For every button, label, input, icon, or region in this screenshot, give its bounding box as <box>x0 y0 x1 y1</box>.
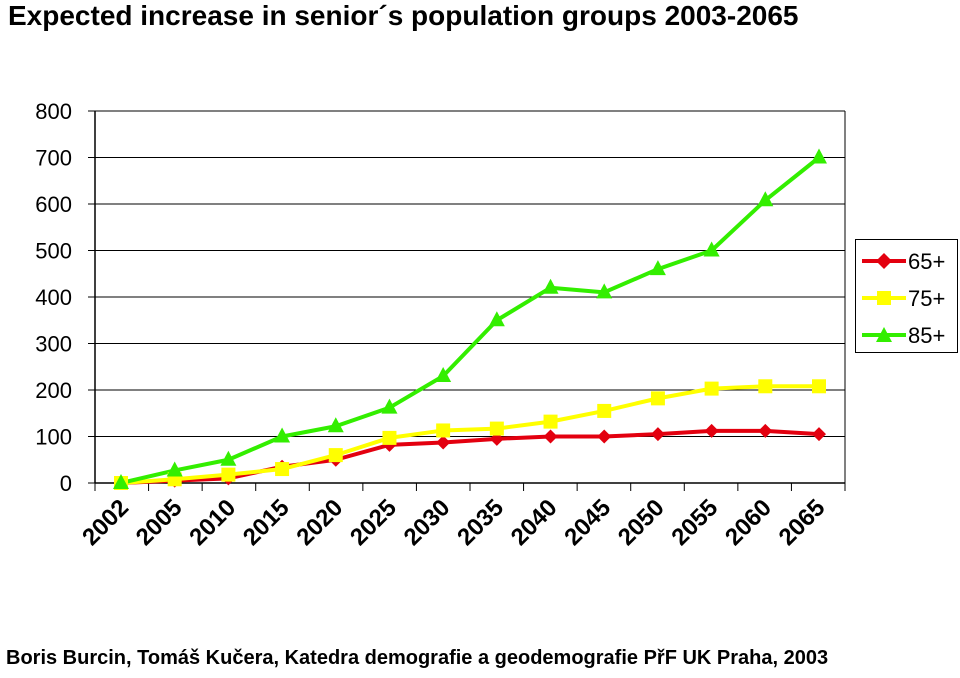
footer-credit: Boris Burcin, Tomáš Kučera, Katedra demo… <box>6 647 829 669</box>
data-point-65 <box>597 429 612 444</box>
series-line-85 <box>120 155 821 485</box>
data-point-85 <box>703 241 720 257</box>
y-tick-label: 200 <box>35 378 72 403</box>
data-point-75 <box>275 462 290 477</box>
x-tick-label: 2030 <box>399 494 456 551</box>
legend-item-75: 75+ <box>856 283 957 313</box>
data-point-65 <box>650 427 665 442</box>
legend-swatch-65 <box>862 253 906 269</box>
data-point-85 <box>596 283 613 299</box>
data-point-85 <box>488 311 505 327</box>
data-point-75 <box>221 467 236 482</box>
legend-label: 75+ <box>908 286 946 311</box>
y-tick-labels: 0 100 200 300 400 500 600 700 800 <box>35 99 72 496</box>
x-tick-label: 2010 <box>184 494 241 551</box>
x-tick-label: 2020 <box>291 494 348 551</box>
data-point-75 <box>812 379 826 394</box>
legend-label: 85+ <box>908 323 946 348</box>
data-point-65 <box>812 427 826 442</box>
data-point-85 <box>220 450 237 466</box>
data-point-75 <box>650 391 665 406</box>
data-point-85 <box>166 461 183 477</box>
x-tick-label: 2055 <box>666 494 723 551</box>
y-tick-label: 0 <box>60 471 72 496</box>
data-point-65 <box>543 429 558 444</box>
y-tick-label: 400 <box>35 285 72 310</box>
series-line-75 <box>120 384 819 485</box>
series-markers <box>113 148 827 490</box>
y-tick-label: 600 <box>35 192 72 217</box>
legend-label: 65+ <box>908 249 946 274</box>
chart-title: Expected increase in senior´s population… <box>8 0 799 31</box>
y-tick-label: 800 <box>35 99 72 124</box>
series-lines <box>120 155 821 485</box>
x-tick-label: 2025 <box>345 494 402 551</box>
x-tick-label: 2002 <box>77 494 134 551</box>
x-tick-labels: 2002200520102015202020252030203520402045… <box>77 494 830 551</box>
data-point-85 <box>381 398 398 414</box>
data-point-65 <box>704 423 719 438</box>
legend: 65+ 75+ 85+ <box>855 239 958 353</box>
data-point-65 <box>436 435 451 450</box>
data-point-75 <box>436 423 451 438</box>
x-tick-label: 2045 <box>559 494 616 551</box>
axes <box>88 110 846 491</box>
x-tick-label: 2015 <box>238 494 295 551</box>
legend-item-85: 85+ <box>856 320 957 350</box>
y-tick-label: 500 <box>35 239 72 264</box>
data-point-75 <box>382 430 397 445</box>
data-point-85 <box>274 427 291 443</box>
data-point-75 <box>489 421 504 436</box>
data-point-85 <box>113 474 129 489</box>
y-tick-label: 300 <box>35 332 72 357</box>
data-point-75 <box>758 379 773 394</box>
x-tick-label: 2050 <box>613 494 670 551</box>
y-tick-label: 100 <box>35 425 72 450</box>
data-point-65 <box>758 423 773 438</box>
data-point-75 <box>543 414 558 429</box>
data-point-85 <box>757 191 774 207</box>
data-point-85 <box>811 148 827 164</box>
x-tick-label: 2065 <box>774 494 831 551</box>
data-point-85 <box>435 367 452 383</box>
data-point-85 <box>649 260 666 276</box>
data-point-75 <box>704 381 719 396</box>
data-point-85 <box>327 417 344 433</box>
legend-item-65: 65+ <box>856 246 957 276</box>
x-tick-label: 2005 <box>131 494 188 551</box>
legend-swatch-75 <box>862 291 906 305</box>
x-tick-label: 2040 <box>506 494 563 551</box>
x-tick-label: 2060 <box>720 494 777 551</box>
y-tick-label: 700 <box>35 146 72 171</box>
data-point-75 <box>597 403 612 418</box>
data-point-85 <box>542 278 559 294</box>
data-point-75 <box>328 448 343 463</box>
series-line-65 <box>120 428 820 485</box>
x-tick-label: 2035 <box>452 494 509 551</box>
legend-swatch-85 <box>862 327 906 342</box>
